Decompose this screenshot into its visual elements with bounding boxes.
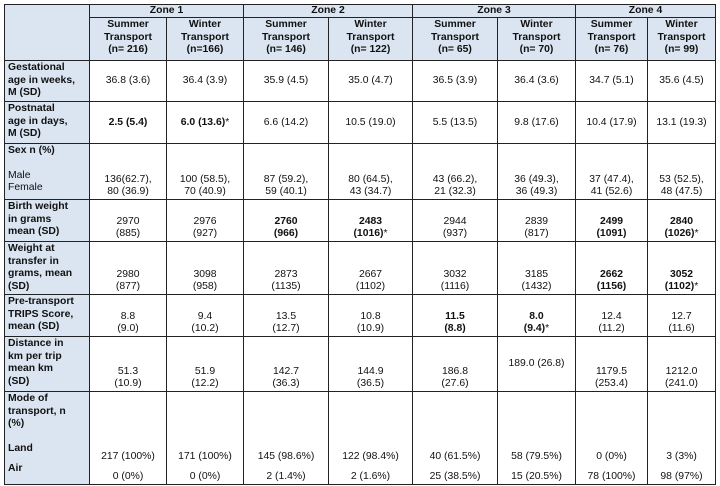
table-cell: 6.0 (13.6)* bbox=[166, 101, 244, 145]
zone-header: Zone 2 bbox=[243, 3, 413, 19]
table-cell: 8.8 (9.0) bbox=[89, 294, 167, 338]
table-cell: 122 (98.4%) 2 (1.6%) bbox=[328, 391, 413, 486]
table-cell: 9.4 (10.2) bbox=[166, 294, 244, 338]
table-cell: 3 (3%) 98 (97%) bbox=[647, 391, 716, 486]
zone-header: Zone 4 bbox=[575, 3, 716, 19]
table-cell: 36.5 (3.9) bbox=[412, 60, 498, 103]
table-cell: 144.9 (36.5) bbox=[328, 336, 413, 393]
table-cell: 40 (61.5%) 25 (38.5%) bbox=[412, 391, 498, 486]
table-cell: 13.5 (12.7) bbox=[243, 294, 329, 338]
table-cell: 3052 (1102)* bbox=[647, 241, 716, 296]
table-cell: 3185 (1432) bbox=[497, 241, 576, 296]
row-label: Postnatal age in days, M (SD) bbox=[4, 101, 90, 145]
table-cell: 53 (52.5), 48 (47.5) bbox=[647, 143, 716, 201]
gestational-age-row: Gestational age in weeks, M (SD) 36.8 (3.6… bbox=[4, 60, 716, 103]
table-cell: 189.0 (26.8) bbox=[497, 336, 576, 393]
table-cell: 2499 (1091) bbox=[575, 199, 648, 243]
table-cell: 0 (0%) 78 (100%) bbox=[575, 391, 648, 486]
zone-header: Zone 1 bbox=[89, 3, 244, 19]
column-header: Winter Transport (n= 122) bbox=[328, 17, 413, 62]
table-cell: 171 (100%) 0 (0%) bbox=[166, 391, 244, 486]
row-label: Gestational age in weeks, M (SD) bbox=[4, 60, 90, 103]
table-cell: 2.5 (5.4) bbox=[89, 101, 167, 145]
table-cell: 217 (100%) 0 (0%) bbox=[89, 391, 167, 486]
zone-header-row: Zone 1 Zone 2 Zone 3 Zone 4 bbox=[4, 3, 716, 62]
table-cell: 35.6 (4.5) bbox=[647, 60, 716, 103]
column-header: Summer Transport (n= 65) bbox=[412, 17, 498, 62]
table-cell: 2483 (1016)* bbox=[328, 199, 413, 243]
table-cell: 80 (64.5), 43 (34.7) bbox=[328, 143, 413, 201]
table-cell: 186.8 (27.6) bbox=[412, 336, 498, 393]
table-cell: 2662 (1156) bbox=[575, 241, 648, 296]
table-cell: 58 (79.5%) 15 (20.5%) bbox=[497, 391, 576, 486]
table-cell: 2944 (937) bbox=[412, 199, 498, 243]
column-header: Winter Transport (n= 99) bbox=[647, 17, 716, 62]
table-cell: 12.7 (11.6) bbox=[647, 294, 716, 338]
table-cell: 10.8 (10.9) bbox=[328, 294, 413, 338]
table-cell: 13.1 (19.3) bbox=[647, 101, 716, 145]
table-cell: 100 (58.5), 70 (40.9) bbox=[166, 143, 244, 201]
column-header: Winter Transport (n=166) bbox=[166, 17, 244, 62]
table-cell: 36.4 (3.6) bbox=[497, 60, 576, 103]
trips-score-row: Pre-transport TRIPS Score, mean (SD) 8.8 (9… bbox=[4, 294, 716, 338]
table-cell: 37 (47.4), 41 (52.6) bbox=[575, 143, 648, 201]
table-cell: 34.7 (5.1) bbox=[575, 60, 648, 103]
table-cell: 51.9 (12.2) bbox=[166, 336, 244, 393]
table-cell: 1212.0 (241.0) bbox=[647, 336, 716, 393]
row-label: Pre-transport TRIPS Score, mean (SD) bbox=[4, 294, 90, 338]
row-label: Weight at transfer in grams, mean (SD) bbox=[4, 241, 90, 296]
column-header: Winter Transport (n= 70) bbox=[497, 17, 576, 62]
table-cell: 43 (66.2), 21 (32.3) bbox=[412, 143, 498, 201]
corner-cell bbox=[4, 3, 90, 62]
table-cell: 12.4 (11.2) bbox=[575, 294, 648, 338]
table-cell: 6.6 (14.2) bbox=[243, 101, 329, 145]
distance-row: Distance in km per trip mean km (SD) 51.3 (1… bbox=[4, 336, 716, 393]
table-cell: 51.3 (10.9) bbox=[89, 336, 167, 393]
table-cell: 142.7 (36.3) bbox=[243, 336, 329, 393]
table-cell: 2873 (1135) bbox=[243, 241, 329, 296]
row-label: Mode of transport, n (%) Land Air bbox=[4, 391, 90, 486]
table-cell: 145 (98.6%) 2 (1.4%) bbox=[243, 391, 329, 486]
column-header: Summer Transport (n= 76) bbox=[575, 17, 648, 62]
row-label: Sex n (%) Male Female bbox=[4, 143, 90, 201]
zone-header: Zone 3 bbox=[412, 3, 576, 19]
table-cell: 10.4 (17.9) bbox=[575, 101, 648, 145]
table-cell: 2976 (927) bbox=[166, 199, 244, 243]
row-label: Distance in km per trip mean km (SD) bbox=[4, 336, 90, 393]
transport-comparison-table: Zone 1 Zone 2 Zone 3 Zone 4 Summer Transp… bbox=[4, 3, 716, 486]
table-container: Zone 1 Zone 2 Zone 3 Zone 4 Summer Transp… bbox=[4, 3, 716, 486]
postnatal-age-row: Postnatal age in days, M (SD) 2.5 (5.4) 6.… bbox=[4, 101, 716, 145]
table-cell: 3098 (958) bbox=[166, 241, 244, 296]
table-cell: 9.8 (17.6) bbox=[497, 101, 576, 145]
table-cell: 2840 (1026)* bbox=[647, 199, 716, 243]
table-cell: 1179.5 (253.4) bbox=[575, 336, 648, 393]
transport-header-row: Summer Transport (n= 216) Winter Transport(… bbox=[5, 17, 716, 62]
table-cell: 11.5 (8.8) bbox=[412, 294, 498, 338]
table-cell: 36.4 (3.9) bbox=[166, 60, 244, 103]
sex-row: Sex n (%) Male Female 136(62.7), 80 (36.9) … bbox=[4, 143, 716, 201]
table-cell: 136(62.7), 80 (36.9) bbox=[89, 143, 167, 201]
birth-weight-row: Birth weight in grams mean (SD) 2970 (885) … bbox=[4, 199, 716, 243]
table-cell: 36.8 (3.6) bbox=[89, 60, 167, 103]
transfer-weight-row: Weight at transfer in grams, mean (SD) 2980… bbox=[4, 241, 716, 296]
table-cell: 87 (59.2), 59 (40.1) bbox=[243, 143, 329, 201]
table-cell: 35.9 (4.5) bbox=[243, 60, 329, 103]
table-cell: 3032 (1116) bbox=[412, 241, 498, 296]
table-cell: 2760 (966) bbox=[243, 199, 329, 243]
table-cell: 10.5 (19.0) bbox=[328, 101, 413, 145]
column-header: Summer Transport (n= 216) bbox=[89, 17, 167, 62]
table-cell: 2970 (885) bbox=[89, 199, 167, 243]
table-cell: 8.0 (9.4)* bbox=[497, 294, 576, 338]
column-header: Summer Transport (n= 146) bbox=[243, 17, 329, 62]
table-cell: 2667 (1102) bbox=[328, 241, 413, 296]
table-cell: 2839 (817) bbox=[497, 199, 576, 243]
table-cell: 35.0 (4.7) bbox=[328, 60, 413, 103]
row-label: Birth weight in grams mean (SD) bbox=[4, 199, 90, 243]
table-cell: 36 (49.3), 36 (49.3) bbox=[497, 143, 576, 201]
table-cell: 5.5 (13.5) bbox=[412, 101, 498, 145]
table-cell: 2980 (877) bbox=[89, 241, 167, 296]
transport-mode-row: Mode of transport, n (%) Land Air 217 (100%)… bbox=[4, 391, 716, 486]
